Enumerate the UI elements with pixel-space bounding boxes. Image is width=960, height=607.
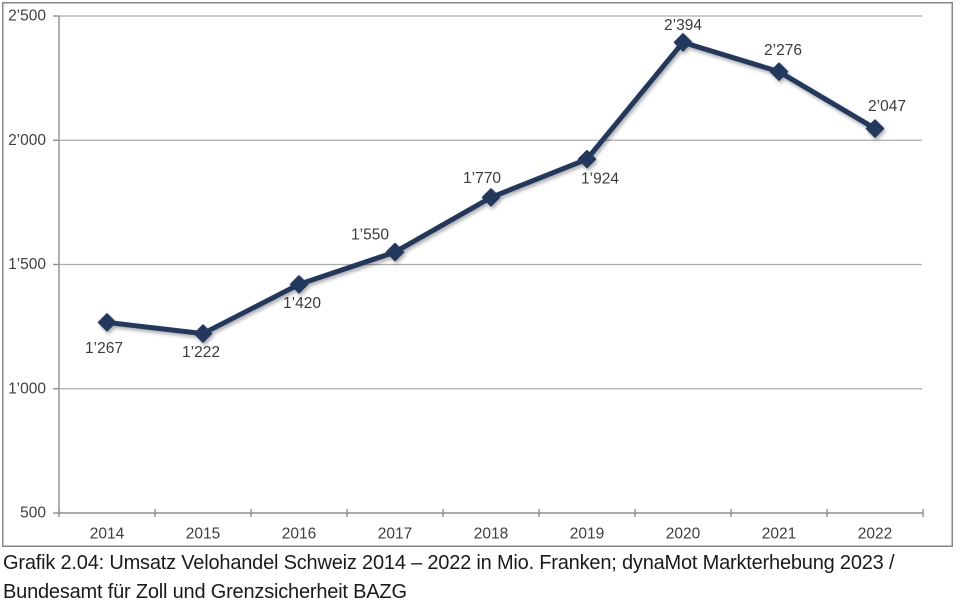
x-axis-label-2022: 2022 [858,526,892,543]
x-axis-label-2018: 2018 [474,526,508,543]
y-axis-label-2500: 2’500 [8,8,46,25]
data-label-2021: 2’276 [764,42,802,59]
y-axis-label-2000: 2’000 [8,132,46,149]
x-axis-label-2014: 2014 [90,526,125,543]
umsatz-velohandel-line-chart: 500 1’000 1’500 2’000 2’500 2014 2015 2016 2017 2… [2,2,953,547]
y-axis-label-1000: 1’000 [8,380,46,397]
data-point-marker-2022 [865,119,885,138]
data-label-2017: 1’550 [351,227,389,244]
x-axis-label-2015: 2015 [186,526,220,543]
data-point-marker-2014 [97,313,117,332]
data-label-2016: 1’420 [283,295,321,312]
data-point-marker-2020 [673,33,693,52]
data-label-2022: 2’047 [868,98,906,115]
data-point-marker-2019 [577,149,597,169]
chart-caption: Grafik 2.04: Umsatz Velohandel Schweiz 2… [3,549,955,607]
x-axis-label-2021: 2021 [762,526,796,543]
chart-frame-border [2,2,953,547]
data-point-marker-2021 [769,62,789,81]
caption-line-2: Bundesamt für Zoll und Grenzsicherheit B… [3,581,407,603]
data-label-2020: 2’394 [664,17,702,34]
data-label-2019: 1’924 [581,171,619,188]
data-point-marker-2015 [193,324,213,343]
data-label-2018: 1’770 [463,170,501,187]
y-axis-label-500: 500 [20,505,46,522]
data-point-marker-2017 [385,242,405,262]
x-axis-label-2020: 2020 [666,526,701,543]
series-group [97,33,885,343]
data-label-2015: 1’222 [182,344,220,361]
chart-area: 500 1’000 1’500 2’000 2’500 2014 2015 2016 2017 2… [2,2,953,547]
y-axis-label-1500: 1’500 [8,256,46,273]
x-axis-label-2019: 2019 [570,526,604,543]
data-label-2014: 1’267 [85,340,123,357]
x-axis-label-2017: 2017 [378,526,412,543]
data-point-marker-2018 [481,188,501,207]
x-axis-label-2016: 2016 [282,526,316,543]
data-point-marker-2016 [289,275,309,294]
caption-line-1: Grafik 2.04: Umsatz Velohandel Schweiz 2… [3,552,895,574]
